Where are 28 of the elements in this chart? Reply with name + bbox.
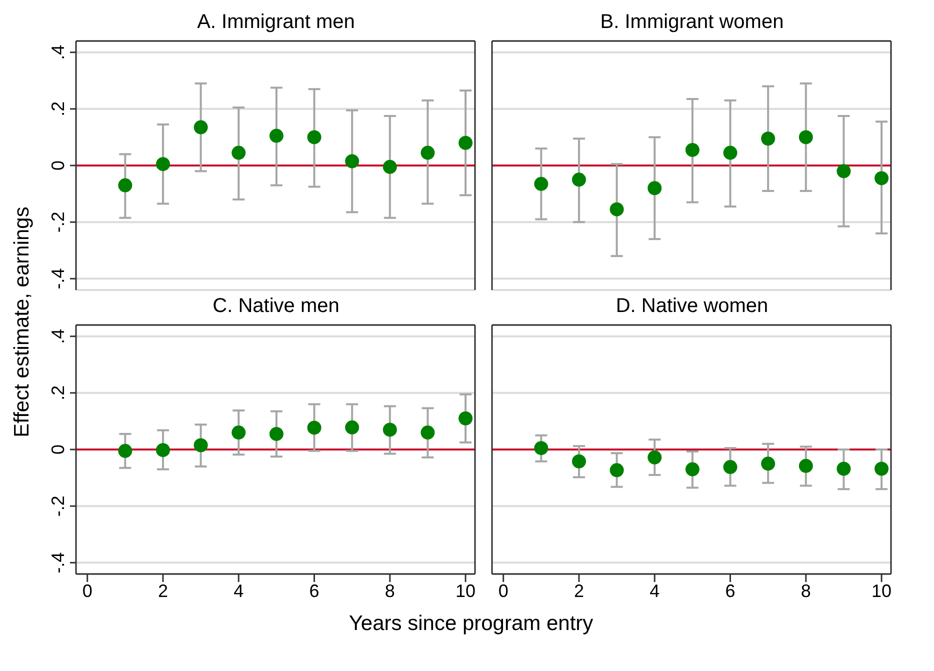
y-tick-label: 0: [48, 160, 68, 171]
y-tick-label: .4: [48, 44, 68, 60]
x-tick-label: 8: [384, 580, 395, 601]
x-tick-label: 6: [725, 580, 736, 601]
y-tick-label: 0: [48, 444, 68, 455]
x-tick-label: 10: [872, 580, 892, 601]
x-tick-label: 8: [800, 580, 811, 601]
x-axis-title: Years since program entry: [348, 612, 594, 636]
x-tick-label: 0: [82, 580, 92, 601]
x-tick-label: 2: [574, 580, 584, 601]
y-tick-label: -.4: [48, 552, 68, 574]
x-tick-label: 10: [456, 580, 476, 601]
chart-title: B. Immigrant women: [599, 10, 785, 35]
y-tick-label: .4: [48, 328, 68, 344]
chart-title: D. Native women: [614, 294, 770, 319]
x-tick-label: 6: [309, 580, 320, 601]
y-tick-label: .2: [48, 101, 68, 116]
x-tick-label: 4: [234, 580, 244, 601]
y-tick-label: .2: [48, 385, 68, 400]
y-tick-label: -.2: [48, 212, 68, 233]
chart-title: C. Native men: [212, 294, 340, 319]
y-tick-label: -.4: [48, 268, 68, 290]
x-tick-label: 0: [498, 580, 508, 601]
x-tick-label: 2: [158, 580, 168, 601]
y-tick-label: -.2: [48, 496, 68, 517]
x-tick-label: 4: [650, 580, 660, 601]
chart-title: A. Immigrant men: [196, 10, 356, 35]
y-axis-title: Effect estimate, earnings: [10, 206, 34, 438]
